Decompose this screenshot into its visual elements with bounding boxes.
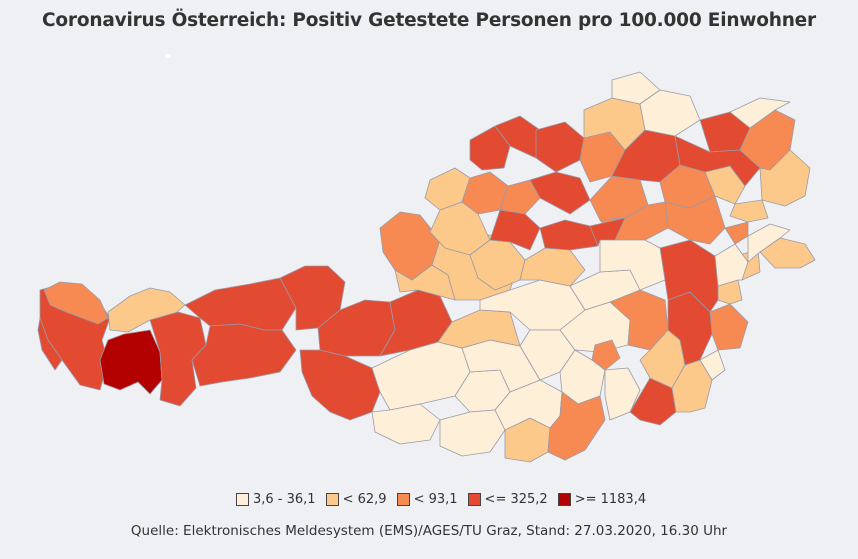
legend-swatch — [467, 493, 481, 506]
region-imst — [149, 311, 207, 407]
region-kirchdorf — [519, 247, 586, 287]
legend-label: 3,6 - 36,1 — [253, 492, 316, 507]
legend-item: >= 1183,4 — [557, 492, 647, 507]
legend-swatch — [325, 493, 339, 506]
region-lienz — [299, 349, 381, 421]
legend-label: >= 1183,4 — [574, 492, 647, 507]
legend-swatch — [396, 493, 410, 506]
region-wels — [489, 209, 541, 251]
region-villach — [371, 403, 441, 445]
region-amstetten — [589, 217, 626, 247]
region-bruck-leitha — [747, 223, 791, 263]
region-reutte — [107, 287, 186, 333]
region-urfahr — [535, 121, 585, 173]
region-innsbruck — [184, 277, 301, 331]
region-oberpullendorf — [709, 303, 749, 351]
map-title: Coronavirus Österreich: Positiv Getestet… — [42, 10, 816, 31]
legend-item: < 62,9 — [325, 492, 387, 507]
region-wiener-neustadt — [659, 239, 719, 313]
region-murau — [437, 309, 521, 349]
region-bludenz — [37, 317, 63, 371]
region-gaenserndorf — [759, 149, 811, 207]
region-schwaz — [191, 323, 297, 387]
legend-item: <= 325,2 — [467, 492, 548, 507]
legend-item: < 93,1 — [396, 492, 458, 507]
legend: 3,6 - 36,1 < 62,9 < 93,1 <= 325,2 >= 118… — [236, 492, 656, 507]
legend-label: <= 325,2 — [484, 492, 548, 507]
legend-swatch — [557, 493, 571, 506]
region-klagenfurt — [439, 409, 506, 457]
legend-swatch — [236, 493, 249, 506]
source-note: Quelle: Elektronisches Meldesystem (EMS)… — [130, 523, 728, 539]
region-imst-hotspot — [99, 329, 163, 395]
decorative-dot — [165, 54, 170, 58]
region-waldviertel-ost — [729, 97, 791, 129]
legend-item: 3,6 - 36,1 — [236, 492, 316, 507]
region-guessing — [699, 349, 726, 381]
region-grieskirchen — [499, 179, 541, 215]
region-linz — [529, 171, 591, 215]
region-bregenz — [43, 281, 109, 325]
region-deutschlandsberg — [547, 391, 606, 461]
region-graz — [591, 339, 621, 371]
region-moedling — [724, 221, 749, 245]
legend-label: < 93,1 — [413, 492, 458, 507]
region-st-poelten — [664, 195, 726, 245]
legend-label: < 62,9 — [342, 492, 387, 507]
region-wien — [729, 199, 769, 223]
region-steyr — [539, 219, 599, 251]
